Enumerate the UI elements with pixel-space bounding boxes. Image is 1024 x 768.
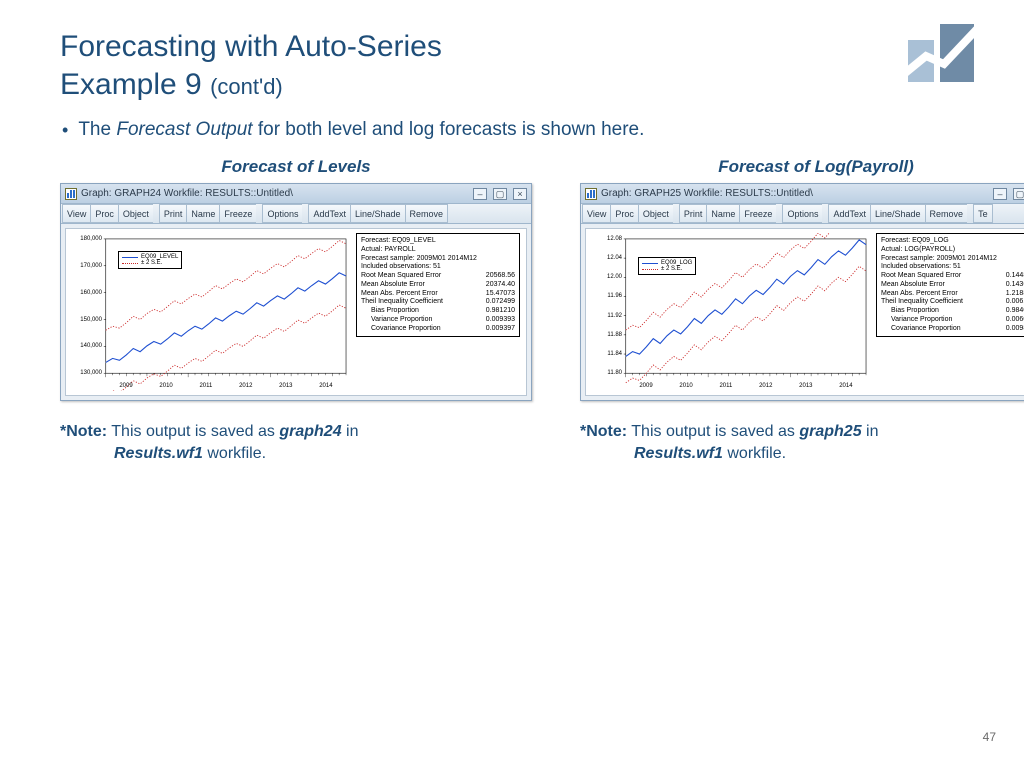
minimize-button[interactable]: – — [473, 188, 487, 200]
toolbar-proc-button[interactable]: Proc — [610, 204, 638, 223]
y-tick-label: 150,000 — [72, 317, 102, 323]
chart-icon — [585, 188, 597, 200]
toolbar-remove-button[interactable]: Remove — [925, 204, 968, 223]
window-titlebar[interactable]: Graph: GRAPH24 Workfile: RESULTS::Untitl… — [61, 184, 531, 204]
y-tick-label: 11.92 — [592, 313, 622, 319]
panel-left: Forecast of Levels Graph: GRAPH24 Workfi… — [60, 157, 532, 464]
y-tick-label: 130,000 — [72, 370, 102, 376]
panels: Forecast of Levels Graph: GRAPH24 Workfi… — [60, 157, 972, 464]
window-toolbar: ViewProcObject PrintNameFreeze Options AddT… — [581, 204, 1024, 224]
note-left: *Note: This output is saved as graph24 i… — [60, 421, 532, 464]
toolbar-options-button[interactable]: Options — [782, 204, 822, 223]
chart-legend: EQ09_LOG ± 2 S.E. — [638, 257, 696, 275]
x-axis-years: 200920102011201220132014 — [626, 383, 866, 389]
close-button[interactable]: × — [513, 188, 527, 200]
title-line-2a: Example 9 — [60, 68, 210, 101]
y-tick-label: 12.04 — [592, 255, 622, 261]
title-block: Forecasting with Auto-Series Example 9 (… — [60, 28, 972, 103]
page-number: 47 — [983, 730, 996, 744]
forecast-stats: Forecast: EQ09_LOGActual: LOG(PAYROLL)Fo… — [876, 233, 1024, 337]
y-tick-label: 180,000 — [72, 236, 102, 242]
toolbar-freeze-button[interactable]: Freeze — [739, 204, 776, 223]
toolbar-addtext-button[interactable]: AddText — [828, 204, 870, 223]
x-axis-years: 200920102011201220132014 — [106, 383, 346, 389]
toolbar-remove-button[interactable]: Remove — [405, 204, 449, 223]
toolbar-proc-button[interactable]: Proc — [90, 204, 118, 223]
window-title-text: Graph: GRAPH24 Workfile: RESULTS::Untitl… — [81, 188, 293, 199]
note-right: *Note: This output is saved as graph25 i… — [580, 421, 1024, 464]
toolbar-freeze-button[interactable]: Freeze — [219, 204, 256, 223]
toolbar-options-button[interactable]: Options — [262, 204, 302, 223]
maximize-button[interactable]: ▢ — [493, 188, 507, 200]
bullet-dot: • — [62, 117, 68, 143]
toolbar-lineshade-button[interactable]: Line/Shade — [870, 204, 925, 223]
toolbar-extra-button[interactable]: Te — [973, 204, 993, 223]
y-tick-label: 140,000 — [72, 343, 102, 349]
bullet-text: The Forecast Output for both level and l… — [78, 117, 644, 143]
y-tick-label: 11.88 — [592, 332, 622, 338]
y-tick-label: 170,000 — [72, 263, 102, 269]
panel-right: Forecast of Log(Payroll) Graph: GRAPH25 … — [580, 157, 1024, 464]
window-body: EQ09_LEVEL ± 2 S.E. 20092010201120122013… — [65, 228, 527, 396]
maximize-button[interactable]: ▢ — [1013, 188, 1024, 200]
y-tick-label: 11.84 — [592, 351, 622, 357]
toolbar-lineshade-button[interactable]: Line/Shade — [350, 204, 405, 223]
title-line-2: Example 9 (cont'd) — [60, 66, 972, 104]
bullet: • The Forecast Output for both level and… — [62, 117, 972, 143]
window-title-text: Graph: GRAPH25 Workfile: RESULTS::Untitl… — [601, 188, 813, 199]
window-titlebar[interactable]: Graph: GRAPH25 Workfile: RESULTS::Untitl… — [581, 184, 1024, 204]
slide: Forecasting with Auto-Series Example 9 (… — [0, 0, 1024, 768]
window-graph24: Graph: GRAPH24 Workfile: RESULTS::Untitl… — [60, 183, 532, 401]
chart-icon — [65, 188, 77, 200]
chart-area-right: EQ09_LOG ± 2 S.E. 2009201020112012201320… — [592, 233, 870, 391]
toolbar-print-button[interactable]: Print — [679, 204, 707, 223]
title-line-1: Forecasting with Auto-Series — [60, 28, 972, 66]
minimize-button[interactable]: – — [993, 188, 1007, 200]
forecast-stats: Forecast: EQ09_LEVELActual: PAYROLLForec… — [356, 233, 520, 337]
y-tick-label: 11.96 — [592, 293, 622, 299]
toolbar-view-button[interactable]: View — [582, 204, 610, 223]
window-toolbar: ViewProcObject PrintNameFreeze Options AddT… — [61, 204, 531, 224]
toolbar-name-button[interactable]: Name — [186, 204, 219, 223]
y-tick-label: 12.00 — [592, 274, 622, 280]
window-graph25: Graph: GRAPH25 Workfile: RESULTS::Untitl… — [580, 183, 1024, 401]
chart-area-left: EQ09_LEVEL ± 2 S.E. 20092010201120122013… — [72, 233, 350, 391]
toolbar-name-button[interactable]: Name — [706, 204, 739, 223]
panel-right-title: Forecast of Log(Payroll) — [580, 157, 1024, 177]
toolbar-object-button[interactable]: Object — [118, 204, 153, 223]
toolbar-print-button[interactable]: Print — [159, 204, 187, 223]
y-tick-label: 160,000 — [72, 290, 102, 296]
toolbar-addtext-button[interactable]: AddText — [308, 204, 350, 223]
toolbar-view-button[interactable]: View — [62, 204, 90, 223]
title-line-2b: (cont'd) — [210, 74, 283, 99]
y-tick-label: 12.08 — [592, 236, 622, 242]
y-tick-label: 11.80 — [592, 370, 622, 376]
logo — [900, 18, 984, 82]
panel-left-title: Forecast of Levels — [60, 157, 532, 177]
toolbar-object-button[interactable]: Object — [638, 204, 673, 223]
window-body: EQ09_LOG ± 2 S.E. 2009201020112012201320… — [585, 228, 1024, 396]
chart-legend: EQ09_LEVEL ± 2 S.E. — [118, 251, 182, 269]
